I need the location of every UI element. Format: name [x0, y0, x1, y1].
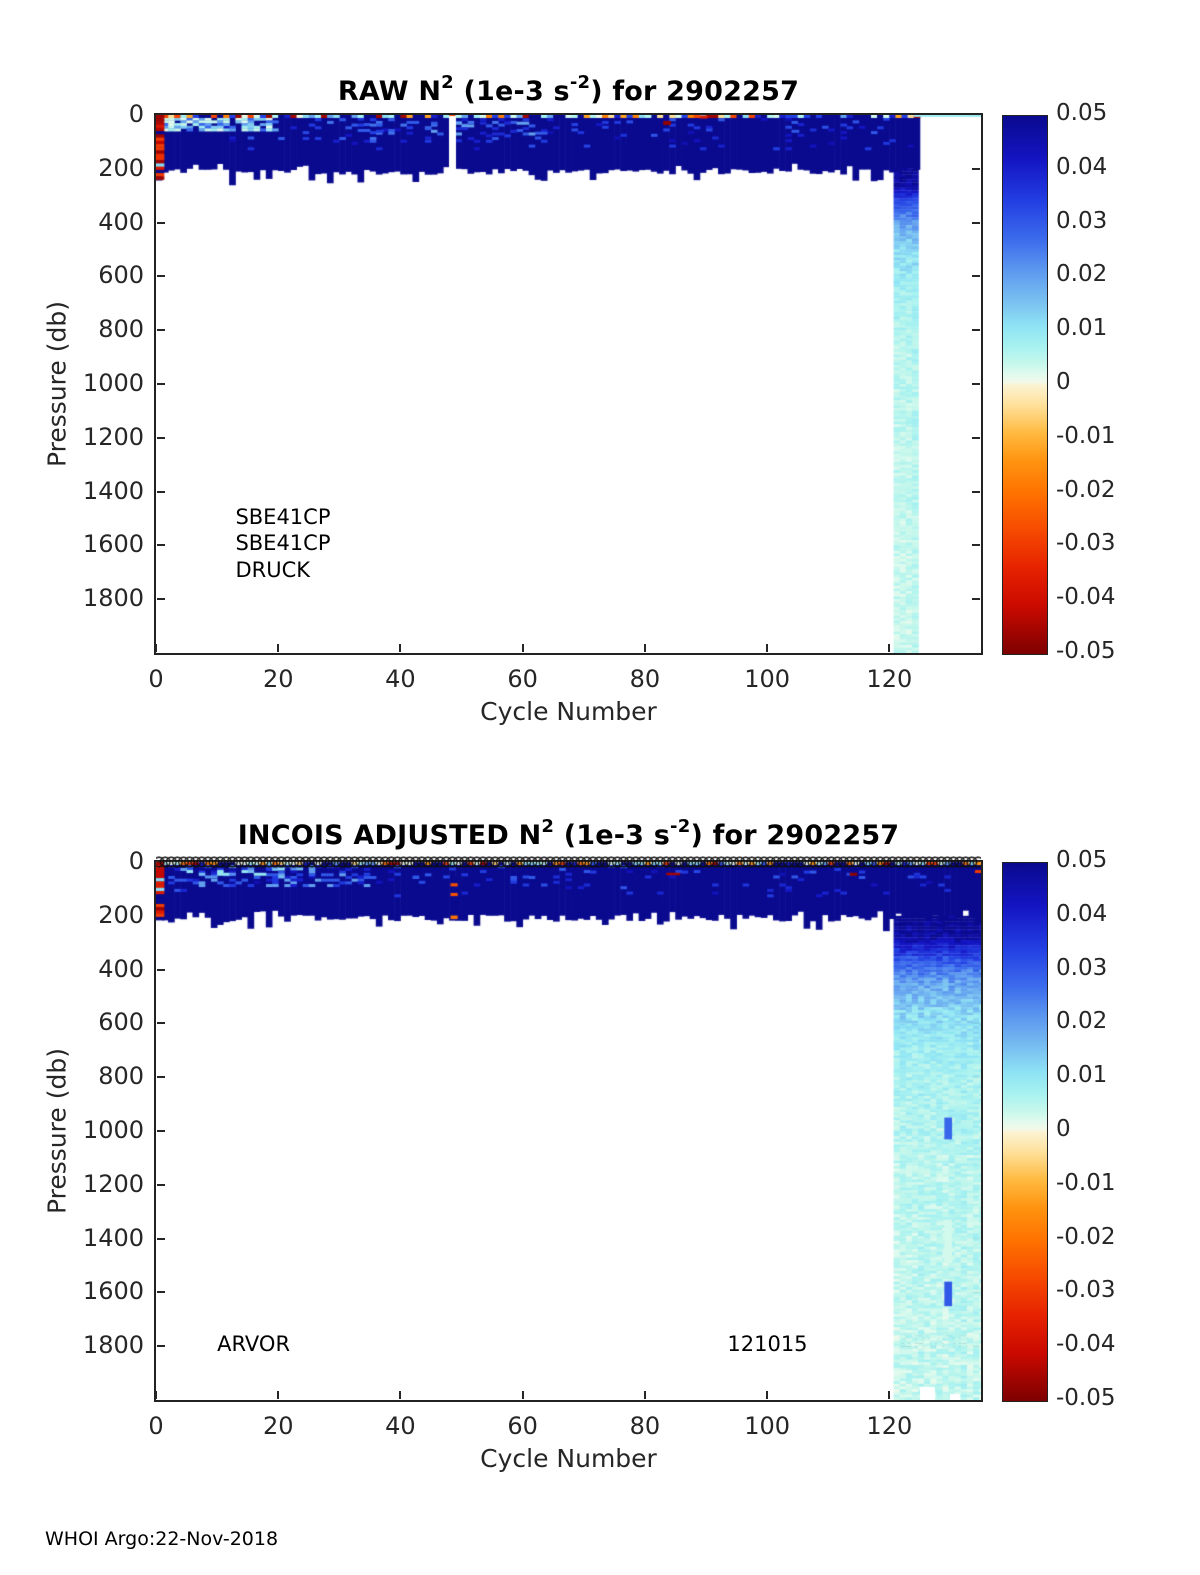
y-tick-label: 1400: [82, 476, 144, 505]
x-tick-label: 120: [866, 1412, 913, 1440]
chart-title-raw: RAW N2 (1e-3 s-2) for 2902257: [156, 72, 981, 107]
y-tick-label: 1600: [82, 530, 144, 559]
x-tick-label: 100: [744, 665, 791, 693]
y-tick-label: 200: [98, 153, 144, 182]
colorbar-tick-label: -0.05: [1056, 638, 1116, 664]
y-tick-label: 1600: [82, 1277, 144, 1306]
y-tick-label: 600: [98, 261, 144, 290]
colorbar-adjusted: [1002, 862, 1048, 1402]
x-tick-label: 80: [629, 665, 661, 693]
colorbar-tick-label: 0: [1056, 369, 1071, 395]
title-text: ) for 2902257: [590, 76, 800, 107]
title-superscript: -2: [670, 816, 691, 837]
colorbar-tick-label: -0.03: [1056, 1277, 1116, 1304]
x-tick-label: 120: [866, 665, 913, 693]
colorbar-tick-label: -0.01: [1056, 1169, 1116, 1196]
y-tick-label: 1800: [82, 1331, 144, 1360]
x-tick-label: 0: [148, 665, 164, 693]
colorbar-tick-label: -0.04: [1056, 584, 1116, 611]
title-text: (1e-3 s: [453, 76, 570, 107]
colorbar-tick-label: -0.03: [1056, 530, 1116, 557]
colorbar-tick-label: -0.04: [1056, 1331, 1116, 1358]
colorbar-tick-label: 0.03: [1056, 207, 1108, 234]
x-tick-label: 60: [507, 1412, 538, 1440]
y-tick-label: 800: [98, 315, 144, 344]
y-tick-label: 1400: [82, 1223, 144, 1252]
y-tick-label: 400: [98, 207, 144, 236]
chart-title-adjusted: INCOIS ADJUSTED N2 (1e-3 s-2) for 290225…: [156, 816, 981, 851]
y-tick-label: 400: [98, 954, 144, 983]
colorbar-tick-label: 0: [1056, 1116, 1071, 1142]
colorbar-tick-label: -0.02: [1056, 1223, 1116, 1250]
y-tick-label: 1000: [82, 1116, 144, 1144]
adjusted-heatmap-canvas: [156, 856, 981, 1400]
x-tick-label: 20: [262, 665, 294, 693]
y-tick-label: 600: [98, 1008, 144, 1037]
x-axis-label-raw: Cycle Number: [480, 697, 657, 726]
plot-border-raw: [154, 113, 983, 655]
title-superscript: -2: [569, 72, 591, 93]
title-superscript: 2: [541, 816, 555, 837]
y-tick-label: 1000: [82, 369, 144, 397]
colorbar-tick-label: 0.02: [1056, 261, 1108, 288]
x-axis-label-adjusted: Cycle Number: [480, 1444, 657, 1473]
colorbar-tick-label: 0.02: [1056, 1008, 1108, 1035]
colorbar-tick-label: -0.05: [1056, 1385, 1116, 1411]
title-text: INCOIS ADJUSTED N: [237, 820, 542, 851]
colorbar-tick-label: 0.04: [1056, 900, 1108, 927]
x-tick-label: 80: [629, 1412, 661, 1440]
colorbar-raw: [1002, 115, 1048, 655]
footer-text: WHOI Argo:22-Nov-2018: [45, 1528, 279, 1550]
y-tick-label: 1200: [82, 422, 144, 451]
y-axis-label-adjusted: Pressure (db): [42, 1048, 72, 1214]
y-tick-label: 0: [128, 847, 144, 875]
x-tick-label: 20: [262, 1412, 294, 1440]
title-superscript: 2: [441, 72, 454, 93]
colorbar-tick-label: 0.03: [1056, 954, 1108, 981]
colorbar-tick-label: 0.04: [1056, 153, 1108, 180]
x-tick-label: 100: [744, 1412, 791, 1440]
x-tick-label: 60: [507, 665, 538, 693]
title-text: ) for 2902257: [690, 820, 900, 851]
colorbar-tick-label: -0.01: [1056, 422, 1116, 449]
title-text: RAW N: [337, 76, 442, 107]
colorbar-tick-label: 0.01: [1056, 1062, 1108, 1089]
y-tick-label: 1800: [82, 584, 144, 613]
colorbar-tick-label: 0.01: [1056, 315, 1108, 342]
y-tick-label: 0: [128, 100, 144, 128]
x-tick-label: 40: [385, 1412, 416, 1440]
x-tick-label: 40: [385, 665, 416, 693]
y-tick-label: 1200: [82, 1169, 144, 1198]
raw-heatmap-canvas: [156, 115, 981, 653]
colorbar-tick-label: 0.05: [1056, 847, 1108, 873]
colorbar-tick-label: -0.02: [1056, 476, 1116, 503]
colorbar-tick-label: 0.05: [1056, 100, 1108, 126]
x-tick-label: 0: [148, 1412, 164, 1440]
y-tick-label: 200: [98, 900, 144, 929]
y-tick-label: 800: [98, 1062, 144, 1091]
title-text: (1e-3 s: [554, 820, 671, 851]
